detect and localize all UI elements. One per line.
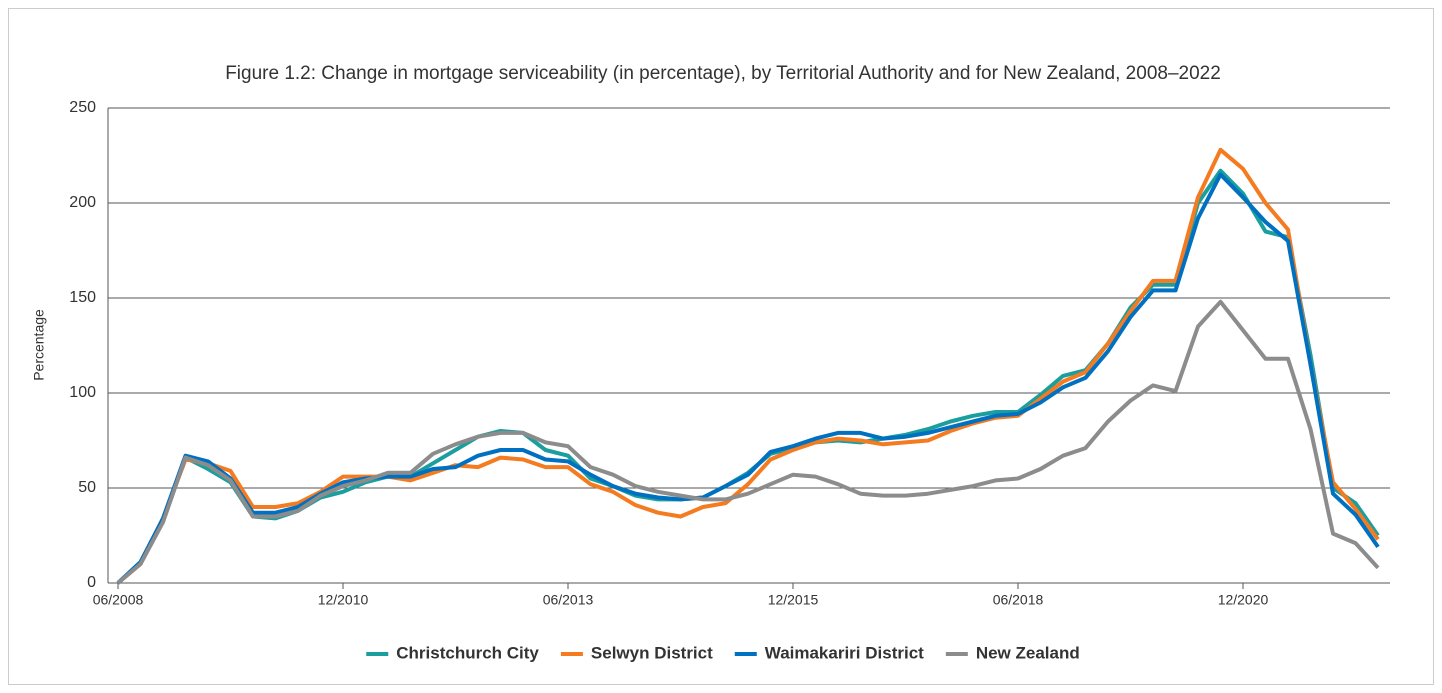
series-line	[116, 299, 1380, 585]
y-tick-label: 100	[69, 384, 96, 401]
y-tick-label: 0	[87, 574, 96, 591]
x-tick-label: 12/2010	[318, 592, 369, 608]
y-tick-label: 50	[78, 479, 96, 496]
x-tick-label: 12/2020	[1218, 592, 1269, 608]
legend-label: Christchurch City	[396, 643, 539, 662]
x-tick-label: 06/2013	[543, 592, 594, 608]
x-tick-label: 06/2018	[993, 592, 1044, 608]
legend-label: New Zealand	[976, 643, 1080, 662]
y-tick-label: 250	[69, 99, 96, 116]
series-line	[116, 147, 1380, 585]
x-tick-label: 12/2015	[768, 592, 819, 608]
chart-title: Figure 1.2: Change in mortgage serviceab…	[225, 63, 1221, 84]
y-tick-label: 150	[69, 289, 96, 306]
legend-label: Waimakariri District	[765, 643, 924, 662]
y-tick-label: 200	[69, 194, 96, 211]
y-axis-label: Percentage	[31, 309, 47, 381]
legend: Christchurch City Selwyn District Waimakar…	[366, 643, 1080, 662]
x-tick-label: 06/2008	[93, 592, 144, 608]
legend-label: Selwyn District	[591, 643, 713, 662]
series-line	[116, 172, 1380, 585]
frame	[8, 8, 1434, 685]
